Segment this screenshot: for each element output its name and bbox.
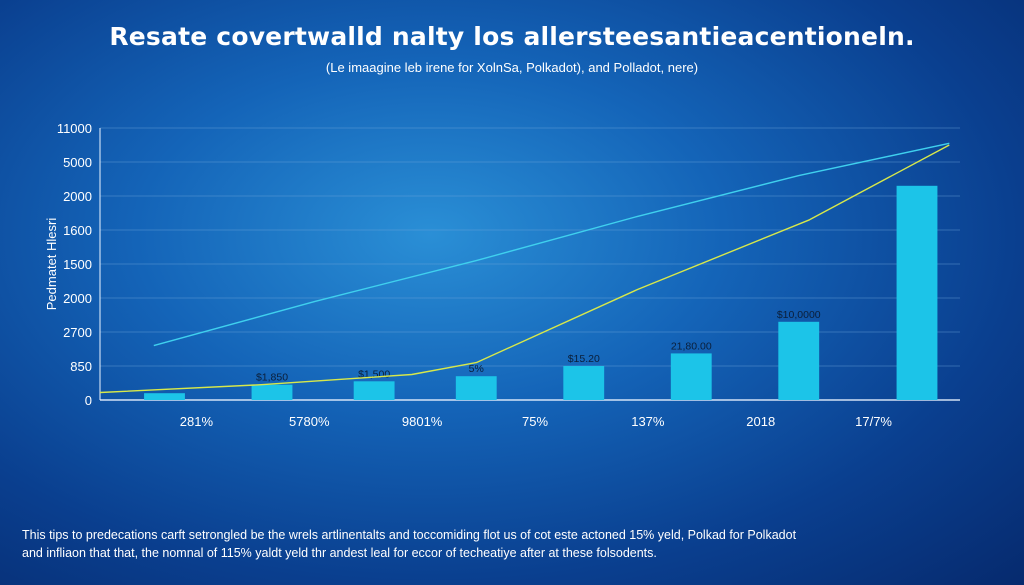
chart-subtitle: (Le imaagine leb irene for XolnSa, Polka… [325, 60, 699, 75]
bar [670, 353, 712, 400]
y-tick-label: 1500 [63, 257, 92, 272]
data-label: $15.20 [568, 353, 600, 365]
y-tick-label: 1600 [63, 223, 92, 238]
x-tick-label: 17/7% [855, 414, 892, 429]
x-tick-label: 2018 [746, 414, 775, 429]
series-line [153, 142, 950, 347]
data-label: $1,850 [256, 372, 288, 384]
y-tick-label: 11000 [57, 121, 92, 136]
bar [896, 185, 938, 400]
y-tick-label: 2000 [63, 189, 92, 204]
y-tick-label: 2700 [63, 325, 92, 340]
x-tick-label: 75% [522, 414, 548, 429]
bar [353, 381, 395, 400]
footer-line-2: and infliaon that that, the nomnal of 11… [22, 546, 657, 560]
bar [144, 393, 185, 400]
data-label: 5% [469, 363, 484, 375]
x-tick-label: 281% [180, 414, 214, 429]
bar [455, 376, 497, 400]
y-axis-label: Pedmatet Hlesri [44, 218, 59, 311]
x-tick-label: 5780% [289, 414, 330, 429]
bar [563, 366, 605, 400]
y-tick-label: 5000 [63, 155, 92, 170]
y-tick-label: 850 [70, 359, 92, 374]
x-tick-label: 9801% [402, 414, 443, 429]
footer-line-1: This tips to predecations carft setrongl… [22, 528, 797, 542]
bar [778, 321, 820, 400]
footer-text: This tips to predecations carft setrongl… [22, 526, 1012, 562]
data-label: 21,80.00 [671, 340, 712, 352]
series-line [99, 144, 950, 394]
bar [251, 384, 293, 400]
chart-title: Resate covertwalld nalty los allersteesa… [109, 22, 915, 51]
y-tick-label: 0 [85, 393, 92, 408]
data-label: $10,0000 [777, 309, 821, 321]
x-tick-label: 137% [631, 414, 665, 429]
y-tick-label: 2000 [63, 291, 92, 306]
